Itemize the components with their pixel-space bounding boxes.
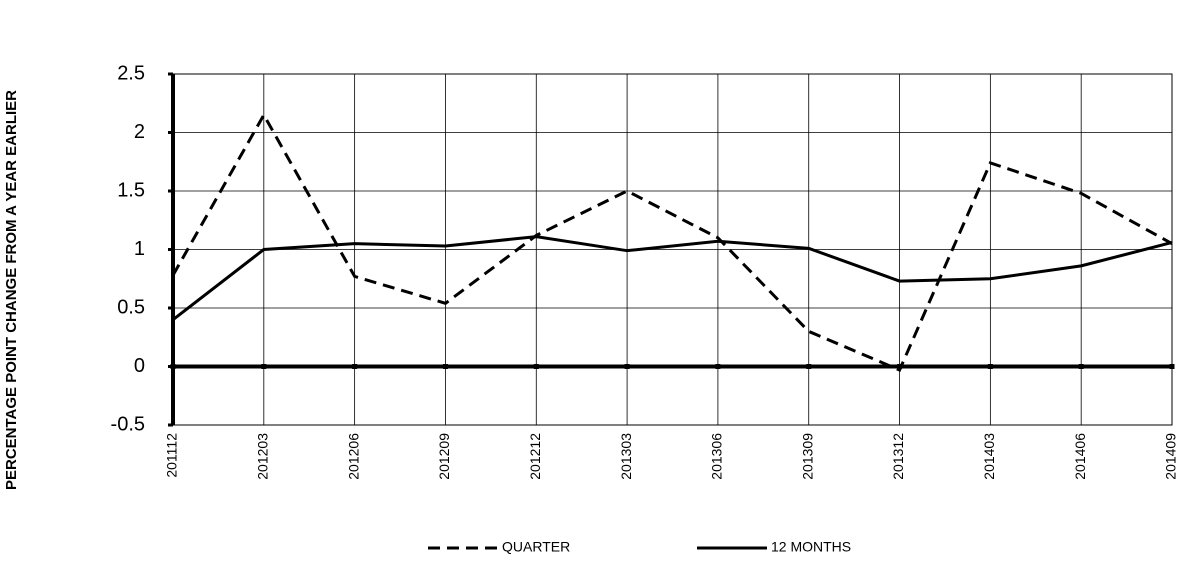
x-tick-label: 201209 xyxy=(436,433,452,480)
legend-label: QUARTER xyxy=(502,539,570,555)
y-tick-label: 2.5 xyxy=(117,62,145,84)
y-tick-label: 2 xyxy=(134,121,145,143)
zero-tick xyxy=(442,364,448,369)
y-tick-label: 0.5 xyxy=(117,296,145,318)
zero-tick xyxy=(1169,364,1175,369)
zero-tick xyxy=(533,364,539,369)
x-tick-label: 201206 xyxy=(345,433,361,480)
y-tick-label: 1.5 xyxy=(117,179,145,201)
x-tick-label: 201203 xyxy=(255,433,271,480)
zero-tick xyxy=(624,364,630,369)
x-tick-label: 201409 xyxy=(1163,433,1179,480)
zero-tick xyxy=(987,364,993,369)
zero-tick xyxy=(352,364,358,369)
zero-tick xyxy=(261,364,267,369)
x-tick-label: 201306 xyxy=(709,433,725,480)
zero-tick xyxy=(715,364,721,369)
x-tick-label: 201212 xyxy=(527,433,543,480)
zero-tick xyxy=(806,364,812,369)
y-tick-label: 0 xyxy=(134,355,145,377)
x-tick-label: 201309 xyxy=(799,433,815,480)
x-tick-label: 201303 xyxy=(618,433,634,480)
y-tick-label: -0.5 xyxy=(111,413,145,435)
x-tick-label: 201406 xyxy=(1072,433,1088,480)
zero-tick xyxy=(1078,364,1084,369)
series-line xyxy=(171,111,1173,372)
x-tick-label: 201312 xyxy=(890,433,906,480)
x-tick-label: 201112 xyxy=(164,433,180,478)
x-tick-label: 201403 xyxy=(981,433,997,480)
series-line xyxy=(172,235,1173,321)
legend-label: 12 MONTHS xyxy=(771,539,851,555)
y-tick-label: 1 xyxy=(134,238,145,260)
y-axis-label: PERCENTAGE POINT CHANGE FROM A YEAR EARL… xyxy=(3,90,20,490)
